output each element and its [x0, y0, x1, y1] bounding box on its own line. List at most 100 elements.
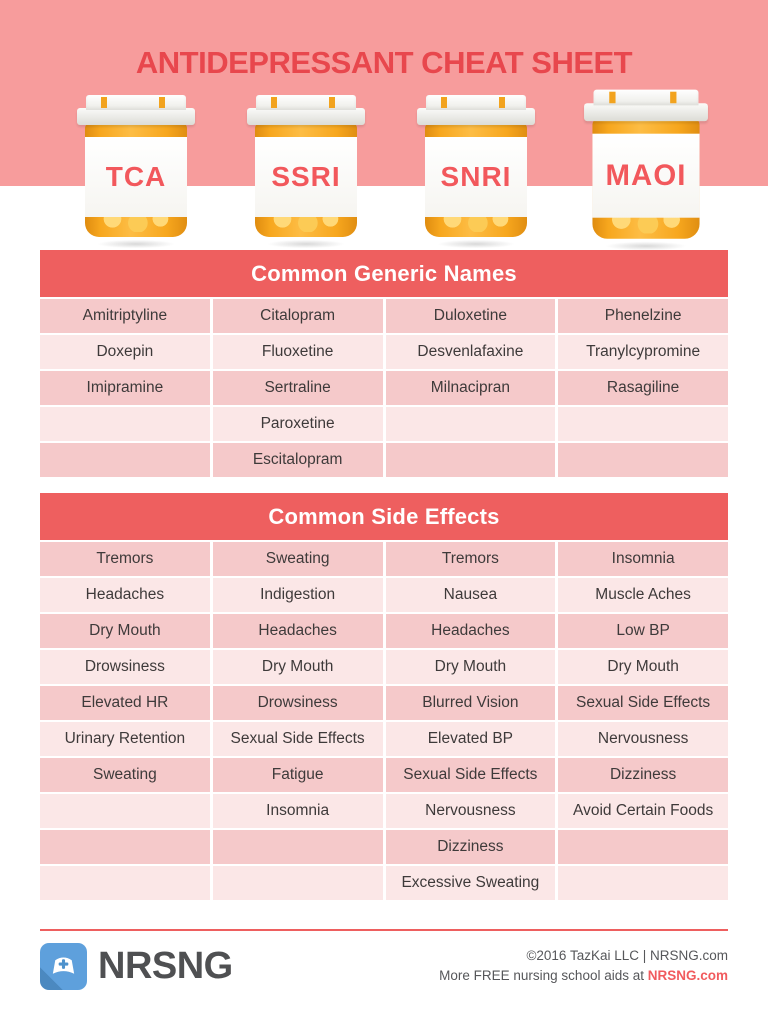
table-cell — [40, 405, 210, 441]
table-cell: Tranylcypromine — [555, 333, 728, 369]
cap-notch — [101, 97, 107, 108]
table-row: Imipramine Sertraline Milnacipran Rasagilin… — [40, 369, 728, 405]
table-row: Tremors Sweating Tremors Insomnia — [40, 540, 728, 576]
bottle-label: SNRI — [425, 137, 527, 217]
table-cell: Insomnia — [555, 540, 728, 576]
nrsng-link[interactable]: NRSNG.com — [647, 968, 728, 983]
table-cell — [40, 792, 210, 828]
table-cell: Avoid Certain Foods — [555, 792, 728, 828]
table-cell: Nausea — [382, 576, 556, 612]
table-cell: Sweating — [40, 756, 210, 792]
generic-names-table: Common Generic Names Amitriptyline Citalo… — [40, 250, 728, 477]
table-cell: Dry Mouth — [382, 648, 556, 684]
table-cell: Citalopram — [209, 297, 383, 333]
cap-notch — [329, 97, 335, 108]
brand-logo: NRSNG — [40, 942, 233, 990]
table-cell: Sertraline — [209, 369, 383, 405]
footer-text: ©2016 TazKai LLC | NRSNG.com More FREE n… — [439, 946, 728, 987]
table-cell — [209, 864, 383, 900]
drug-class-label: MAOI — [605, 158, 687, 192]
table-cell: Fatigue — [209, 756, 383, 792]
bottle-shadow — [588, 239, 704, 253]
table-cell — [40, 864, 210, 900]
table-cell: Dizziness — [382, 828, 556, 864]
table-cell: Headaches — [40, 576, 210, 612]
table-row: Excessive Sweating — [40, 864, 728, 900]
table-cell: Rasagiline — [555, 369, 728, 405]
table-cell: Dry Mouth — [555, 648, 728, 684]
bottle-label: MAOI — [592, 133, 700, 218]
table-row: Amitriptyline Citalopram Duloxetine Phenelz… — [40, 297, 728, 333]
generic-names-header: Common Generic Names — [40, 250, 728, 297]
bottle-label: TCA — [85, 137, 187, 217]
cap-notch — [609, 91, 616, 104]
table-row: Dizziness — [40, 828, 728, 864]
footer-divider — [40, 929, 728, 931]
table-cell: Urinary Retention — [40, 720, 210, 756]
table-cell: Indigestion — [209, 576, 383, 612]
table-cell — [40, 828, 210, 864]
drug-class-label: SNRI — [440, 161, 512, 192]
pill-bottle-maoi: MAOI — [584, 89, 708, 253]
bottle-cap-base — [417, 108, 535, 125]
table-row: Insomnia Nervousness Avoid Certain Foods — [40, 792, 728, 828]
bottle-row: TCA SSRI SNRI — [0, 89, 768, 253]
table-cell: Sexual Side Effects — [209, 720, 383, 756]
table-cell — [382, 405, 556, 441]
table-cell: Headaches — [382, 612, 556, 648]
generic-names-body: Amitriptyline Citalopram Duloxetine Phenelz… — [40, 297, 728, 477]
table-cell: Sexual Side Effects — [555, 684, 728, 720]
table-cell: Excessive Sweating — [382, 864, 556, 900]
table-cell: Headaches — [209, 612, 383, 648]
table-cell: Escitalopram — [209, 441, 383, 477]
cap-notch — [271, 97, 277, 108]
table-cell: Fluoxetine — [209, 333, 383, 369]
table-row: Elevated HR Drowsiness Blurred Vision Sexua… — [40, 684, 728, 720]
table-cell — [382, 441, 556, 477]
table-cell: Elevated HR — [40, 684, 210, 720]
pill-bottle-snri: SNRI — [417, 95, 535, 250]
bottle-shadow — [421, 238, 531, 250]
cap-notch — [670, 91, 677, 104]
bottle-cap-base — [77, 108, 195, 125]
table-cell — [555, 864, 728, 900]
table-cell: Low BP — [555, 612, 728, 648]
table-cell: Duloxetine — [382, 297, 556, 333]
side-effects-body: Tremors Sweating Tremors Insomnia Headaches I… — [40, 540, 728, 900]
table-cell — [40, 441, 210, 477]
table-cell: Drowsiness — [40, 648, 210, 684]
table-cell: Imipramine — [40, 369, 210, 405]
promo-text: More FREE nursing school aids at — [439, 968, 648, 983]
copyright-line: ©2016 TazKai LLC | NRSNG.com — [526, 947, 728, 963]
footer: NRSNG ©2016 TazKai LLC | NRSNG.com More … — [40, 940, 728, 992]
table-cell: Tremors — [40, 540, 210, 576]
drug-class-label: SSRI — [271, 161, 341, 192]
table-row: Headaches Indigestion Nausea Muscle Aches — [40, 576, 728, 612]
table-cell: Paroxetine — [209, 405, 383, 441]
page-title: ANTIDEPRESSANT CHEAT SHEET — [135, 45, 633, 80]
table-cell: Amitriptyline — [40, 297, 210, 333]
table-row: Escitalopram — [40, 441, 728, 477]
table-row: Doxepin Fluoxetine Desvenlafaxine Tranylcyp… — [40, 333, 728, 369]
table-cell: Phenelzine — [555, 297, 728, 333]
cap-notch — [441, 97, 447, 108]
table-cell — [209, 828, 383, 864]
table-cell: Sweating — [209, 540, 383, 576]
table-cell: Muscle Aches — [555, 576, 728, 612]
table-row: Paroxetine — [40, 405, 728, 441]
table-cell: Elevated BP — [382, 720, 556, 756]
table-cell: Doxepin — [40, 333, 210, 369]
table-cell: Desvenlafaxine — [382, 333, 556, 369]
table-row: Urinary Retention Sexual Side Effects Elev… — [40, 720, 728, 756]
table-cell: Dizziness — [555, 756, 728, 792]
nurse-cap-icon — [52, 957, 75, 974]
table-cell: Dry Mouth — [209, 648, 383, 684]
table-cell: Dry Mouth — [40, 612, 210, 648]
nrsng-logo-badge — [40, 942, 87, 990]
table-cell: Tremors — [382, 540, 556, 576]
bottle-cap-base — [247, 108, 365, 125]
table-cell: Milnacipran — [382, 369, 556, 405]
pill-bottle-tca: TCA — [77, 95, 195, 250]
table-row: Sweating Fatigue Sexual Side Effects Dizzin… — [40, 756, 728, 792]
